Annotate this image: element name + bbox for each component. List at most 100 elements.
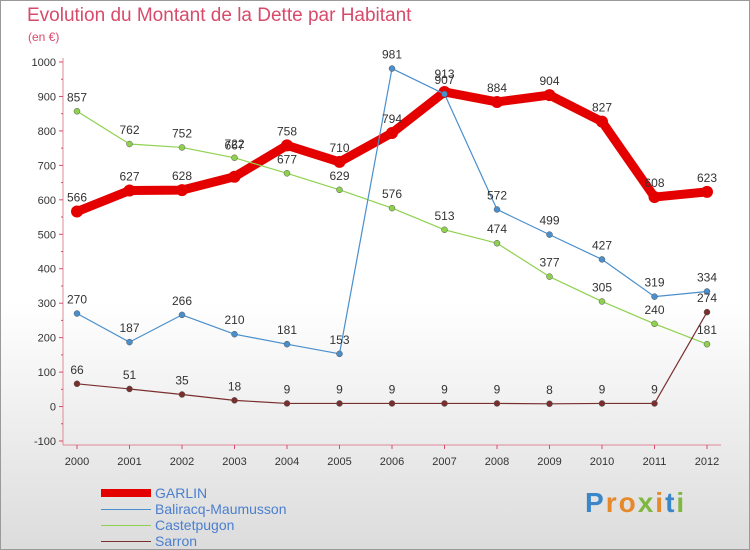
data-label-castetpugon: 752 bbox=[172, 126, 192, 140]
data-label-sarron: 274 bbox=[697, 291, 717, 305]
y-tick-label: 700 bbox=[38, 160, 56, 172]
y-tick-label: -100 bbox=[34, 436, 56, 448]
data-label-sarron: 9 bbox=[441, 382, 448, 396]
legend-label: Baliracq-Maumusson bbox=[155, 501, 287, 517]
data-point-garlin bbox=[491, 95, 503, 108]
data-label-castetpugon: 677 bbox=[277, 152, 297, 166]
data-point-baliracq-maumusson bbox=[651, 293, 658, 300]
data-label-sarron: 66 bbox=[70, 363, 84, 377]
legend-swatch-baliracq bbox=[101, 508, 151, 510]
data-label-sarron: 35 bbox=[175, 373, 189, 387]
data-label-castetpugon: 377 bbox=[539, 256, 559, 270]
data-label-garlin: 628 bbox=[172, 169, 192, 183]
data-point-baliracq-maumusson bbox=[703, 288, 711, 295]
x-tick-label: 2011 bbox=[643, 456, 667, 468]
data-point-baliracq-maumusson bbox=[283, 340, 291, 348]
data-label-baliracq-maumusson: 572 bbox=[487, 188, 507, 202]
data-point-sarron bbox=[388, 400, 396, 407]
data-label-castetpugon: 762 bbox=[119, 123, 139, 137]
data-label-sarron: 51 bbox=[123, 368, 137, 382]
data-label-castetpugon: 576 bbox=[382, 187, 402, 201]
data-point-garlin bbox=[701, 185, 713, 198]
y-tick-label: 200 bbox=[38, 333, 56, 345]
data-point-castetpugon bbox=[178, 144, 186, 151]
data-point-baliracq-maumusson bbox=[493, 206, 501, 213]
data-point-sarron bbox=[493, 400, 501, 407]
data-point-castetpugon bbox=[598, 298, 606, 305]
data-point-baliracq-maumusson bbox=[546, 231, 553, 238]
data-point-castetpugon bbox=[388, 204, 396, 212]
y-tick-label: 800 bbox=[38, 126, 56, 138]
logo-letter: t bbox=[665, 487, 677, 518]
x-tick-label: 2007 bbox=[432, 456, 456, 468]
data-label-sarron: 9 bbox=[389, 382, 396, 396]
data-label-castetpugon: 722 bbox=[224, 137, 244, 151]
data-label-baliracq-maumusson: 334 bbox=[697, 270, 717, 284]
data-label-sarron: 9 bbox=[494, 382, 501, 396]
data-point-sarron bbox=[73, 380, 81, 388]
series-line-castetpugon bbox=[76, 110, 708, 345]
data-label-castetpugon: 513 bbox=[434, 209, 454, 223]
legend-label: Castetpugon bbox=[155, 517, 235, 533]
data-label-garlin: 758 bbox=[277, 124, 297, 138]
x-tick-label: 2005 bbox=[327, 456, 351, 468]
data-label-garlin: 710 bbox=[329, 141, 349, 155]
legend-item-sarron: Sarron bbox=[101, 533, 287, 549]
data-point-garlin bbox=[596, 115, 608, 128]
data-label-baliracq-maumusson: 907 bbox=[434, 73, 454, 87]
data-label-sarron: 9 bbox=[336, 382, 343, 396]
data-point-castetpugon bbox=[441, 226, 448, 234]
data-point-garlin bbox=[228, 170, 241, 183]
legend-item-garlin: GARLIN bbox=[101, 485, 287, 501]
data-point-castetpugon bbox=[336, 186, 343, 194]
legend-label: Sarron bbox=[155, 533, 198, 549]
data-point-baliracq-maumusson bbox=[73, 310, 81, 317]
x-tick-label: 2004 bbox=[275, 456, 299, 468]
data-point-sarron bbox=[441, 400, 448, 407]
legend-item-baliracq-maumusson: Baliracq-Maumusson bbox=[101, 501, 287, 517]
data-point-sarron bbox=[126, 385, 133, 393]
data-point-castetpugon bbox=[546, 273, 553, 280]
data-point-baliracq-maumusson bbox=[231, 330, 238, 338]
data-label-castetpugon: 629 bbox=[329, 169, 349, 183]
data-point-garlin bbox=[333, 155, 346, 168]
x-tick-label: 2003 bbox=[222, 456, 246, 468]
data-point-baliracq-maumusson bbox=[178, 311, 186, 319]
data-point-castetpugon bbox=[493, 239, 501, 247]
data-label-baliracq-maumusson: 266 bbox=[172, 294, 192, 308]
data-label-baliracq-maumusson: 319 bbox=[644, 276, 664, 290]
x-tick-label: 2006 bbox=[380, 456, 404, 468]
data-point-sarron bbox=[231, 397, 238, 404]
y-tick-label: 1000 bbox=[32, 57, 56, 69]
y-tick-label: 900 bbox=[38, 91, 56, 103]
data-label-sarron: 18 bbox=[228, 379, 242, 393]
data-label-castetpugon: 305 bbox=[592, 280, 612, 294]
logo-letter: o bbox=[618, 487, 638, 518]
data-point-garlin bbox=[71, 205, 83, 218]
logo-letter: i bbox=[676, 487, 687, 518]
data-label-garlin: 913 bbox=[434, 67, 454, 81]
data-point-sarron bbox=[178, 391, 186, 398]
legend-item-castetpugon: Castetpugon bbox=[101, 517, 287, 533]
data-label-garlin: 627 bbox=[119, 170, 139, 184]
data-point-sarron bbox=[703, 308, 711, 316]
data-label-baliracq-maumusson: 210 bbox=[224, 313, 244, 327]
data-point-baliracq-maumusson bbox=[336, 350, 343, 358]
data-label-castetpugon: 857 bbox=[67, 90, 87, 104]
data-label-baliracq-maumusson: 153 bbox=[329, 333, 349, 347]
y-tick-label: 500 bbox=[38, 229, 56, 241]
data-point-garlin bbox=[176, 184, 188, 197]
proxiti-logo: Proxiti bbox=[585, 487, 686, 519]
x-tick-label: 2008 bbox=[485, 456, 509, 468]
data-point-garlin bbox=[543, 89, 556, 102]
unit-label: (en €) bbox=[28, 30, 60, 44]
data-label-castetpugon: 474 bbox=[487, 222, 507, 236]
data-label-garlin: 794 bbox=[382, 112, 402, 126]
data-label-garlin: 623 bbox=[697, 171, 717, 185]
data-label-sarron: 8 bbox=[546, 383, 553, 397]
data-label-baliracq-maumusson: 427 bbox=[592, 238, 612, 252]
data-point-sarron bbox=[651, 400, 658, 407]
data-point-castetpugon bbox=[126, 140, 133, 148]
